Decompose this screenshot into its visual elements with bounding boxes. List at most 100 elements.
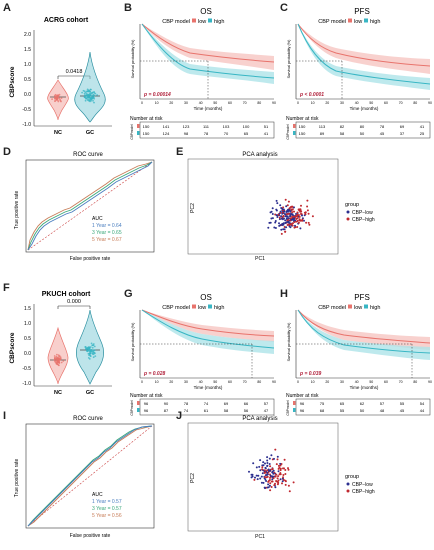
x-tick-label: 70: [243, 101, 247, 105]
pca-point-low: [275, 208, 278, 211]
pca-point-low: [270, 210, 273, 213]
pca-point-high: [293, 210, 295, 213]
pca-point-low: [262, 481, 265, 484]
km-x-ticks: 0 10 20 30 40 50 60 70 80 90: [141, 380, 276, 384]
roc-legend-title: AUC: [92, 216, 103, 222]
pca-point-high: [282, 476, 284, 479]
x-tick-label: 90: [428, 380, 432, 384]
pca-point-low: [266, 459, 269, 462]
pca-point-high: [297, 214, 300, 216]
y-tick-labels: 1.5 1.0 0.5 0.0 -0.5 -1.0: [22, 306, 31, 387]
violin-plot-a: ACRG cohort CBPscore 2.0 1.5 1.0 0.5 0.0…: [9, 17, 112, 136]
violin-point: [53, 355, 56, 357]
pca-point-low: [270, 454, 273, 457]
violin-point: [86, 346, 89, 349]
violin-gc: [74, 51, 106, 123]
pca-legend-title: group: [345, 474, 359, 480]
pca-point-low: [279, 204, 282, 207]
roc-title: ROC curve: [73, 152, 103, 158]
risk-count: 74: [184, 408, 189, 413]
pca-point-low: [268, 221, 271, 224]
violin-point: [93, 91, 96, 94]
pvalue-label: 0.000: [67, 299, 81, 305]
risk-title: Number at risk: [130, 116, 163, 122]
risk-swatch-high: [293, 131, 296, 135]
pca-point-high: [284, 480, 287, 483]
x-tick-label: 50: [213, 380, 217, 384]
pca-point-high: [269, 476, 271, 479]
risk-count: 69: [224, 401, 229, 406]
y-tick-label: 1.0: [24, 62, 31, 68]
km-ci-band-high: [298, 24, 430, 90]
risk-count: 150: [143, 124, 150, 129]
km-curve-low: [141, 309, 275, 337]
x-tick-label: 20: [169, 101, 173, 105]
pca-point-high: [293, 221, 296, 223]
panel-letter-f: F: [3, 282, 10, 294]
km-ci-band-high: [298, 310, 430, 360]
pca-point-low: [288, 221, 291, 224]
pca-point-low: [284, 215, 287, 218]
pca-point-high: [297, 208, 300, 211]
risk-count: 82: [340, 124, 345, 129]
x-tick-label: 70: [399, 380, 403, 384]
pca-point-low: [280, 228, 283, 231]
pca-point-low: [266, 465, 269, 467]
x-tick-label: 10: [311, 101, 315, 105]
y-tick-label: 0.5: [24, 336, 31, 342]
violin-ylabel: CBPscore: [9, 332, 16, 363]
roc-legend-1year: 1 Year = 0.64: [92, 223, 122, 229]
risk-row-low: 96 75 65 62 57 55 54: [300, 401, 425, 406]
panel-letter-e: E: [176, 146, 184, 158]
y-tick-label: 1.5: [24, 306, 31, 312]
pca-point-low: [261, 472, 264, 475]
risk-side-label: CBPmodel: [130, 124, 134, 140]
pca-point-high: [307, 221, 310, 224]
pca-point-low: [264, 462, 266, 465]
pca-point-high: [290, 205, 293, 208]
violin-point: [89, 355, 92, 358]
pca-xlabel: PC1: [255, 256, 265, 262]
pca-point-low: [274, 227, 277, 229]
violin-point: [88, 352, 91, 355]
pca-point-low: [283, 213, 286, 215]
pca-point-high: [297, 221, 300, 224]
km-model-label: CBP model: [162, 305, 190, 311]
risk-count: 103: [223, 124, 230, 129]
pca-point-low: [252, 462, 255, 465]
pca-point-low: [255, 466, 258, 469]
risk-count: 78: [380, 124, 385, 129]
km-model-label: CBP model: [318, 19, 346, 25]
pca-point-low: [293, 206, 295, 209]
x-tick-label: 80: [257, 101, 261, 105]
violin-point: [90, 99, 92, 102]
violin-title: PKUCH cohort: [42, 291, 91, 298]
pca-point-low: [285, 226, 288, 229]
pca-point-low: [266, 471, 269, 474]
pca-point-low: [291, 213, 294, 216]
panel-letter-b: B: [124, 2, 132, 14]
pca-point-low: [286, 221, 289, 223]
pca-point-high: [261, 468, 264, 471]
violin-point: [88, 346, 90, 348]
pca-point-low: [260, 475, 263, 478]
km-pvalue: p = 0.00014: [143, 92, 171, 98]
x-tick-label: 30: [340, 101, 344, 105]
pca-point-high: [284, 473, 287, 475]
panel-letter-d: D: [3, 146, 11, 158]
km-x-ticks: 0 10 20 30 40 50 60 70 80 90: [297, 101, 432, 105]
risk-count: 50: [360, 408, 365, 413]
pca-point-low: [277, 470, 280, 473]
risk-title: Number at risk: [286, 116, 319, 122]
km-ci-band-low: [298, 24, 430, 74]
pca-point-high: [292, 481, 295, 484]
panel-letter-i: I: [3, 410, 7, 422]
pca-point-low: [286, 215, 289, 218]
x-tick-label: 60: [384, 101, 388, 105]
pca-legend-low: CBP−low: [352, 210, 373, 216]
risk-count: 57: [380, 401, 385, 406]
pca-point-low: [287, 208, 289, 211]
pca-point-high: [277, 481, 280, 484]
pca-point-low: [266, 462, 269, 464]
km-legend-swatch-high: [364, 304, 368, 309]
